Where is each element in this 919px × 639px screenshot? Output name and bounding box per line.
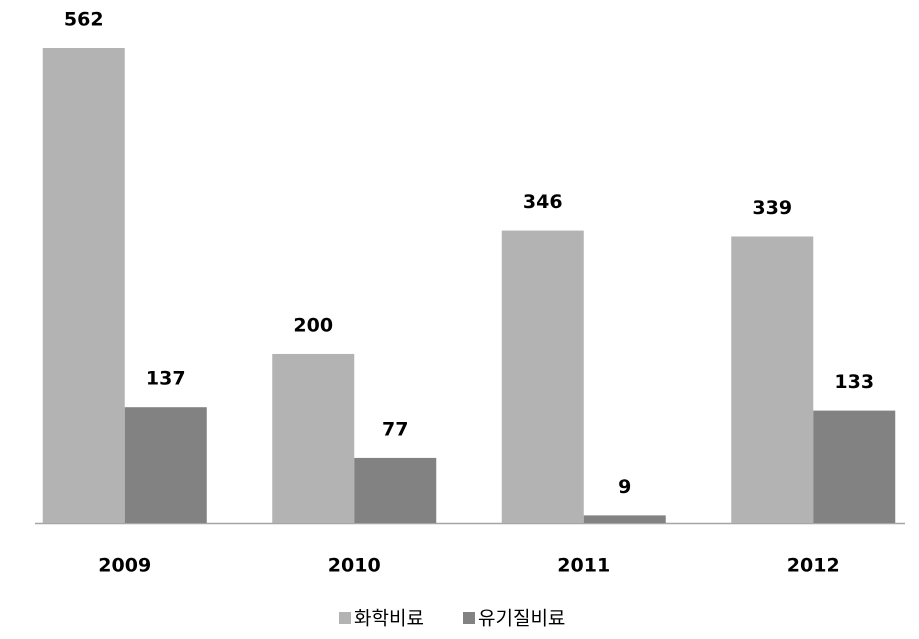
data-label: 77 <box>382 418 408 440</box>
data-label: 133 <box>834 371 874 393</box>
legend-swatch <box>339 612 351 624</box>
bar <box>42 48 125 523</box>
legend-label: 화학비료 <box>354 608 424 630</box>
legend-swatch <box>463 612 475 624</box>
bar <box>501 230 584 524</box>
legend-label: 유기질비료 <box>478 608 565 630</box>
x-tick-label: 2012 <box>787 555 840 577</box>
data-label: 562 <box>64 9 104 31</box>
x-tick-label: 2011 <box>557 555 610 577</box>
bar <box>124 407 207 523</box>
data-label: 200 <box>293 314 333 336</box>
data-label: 9 <box>618 476 631 498</box>
x-tick-label: 2010 <box>328 555 381 577</box>
data-label: 346 <box>523 191 563 213</box>
x-tick-label: 2009 <box>98 555 151 577</box>
bar <box>354 457 437 523</box>
bar <box>731 236 814 524</box>
bar <box>583 515 666 523</box>
data-label: 137 <box>146 368 186 390</box>
data-label: 339 <box>752 197 792 219</box>
bar <box>272 353 355 523</box>
bar <box>813 410 896 523</box>
